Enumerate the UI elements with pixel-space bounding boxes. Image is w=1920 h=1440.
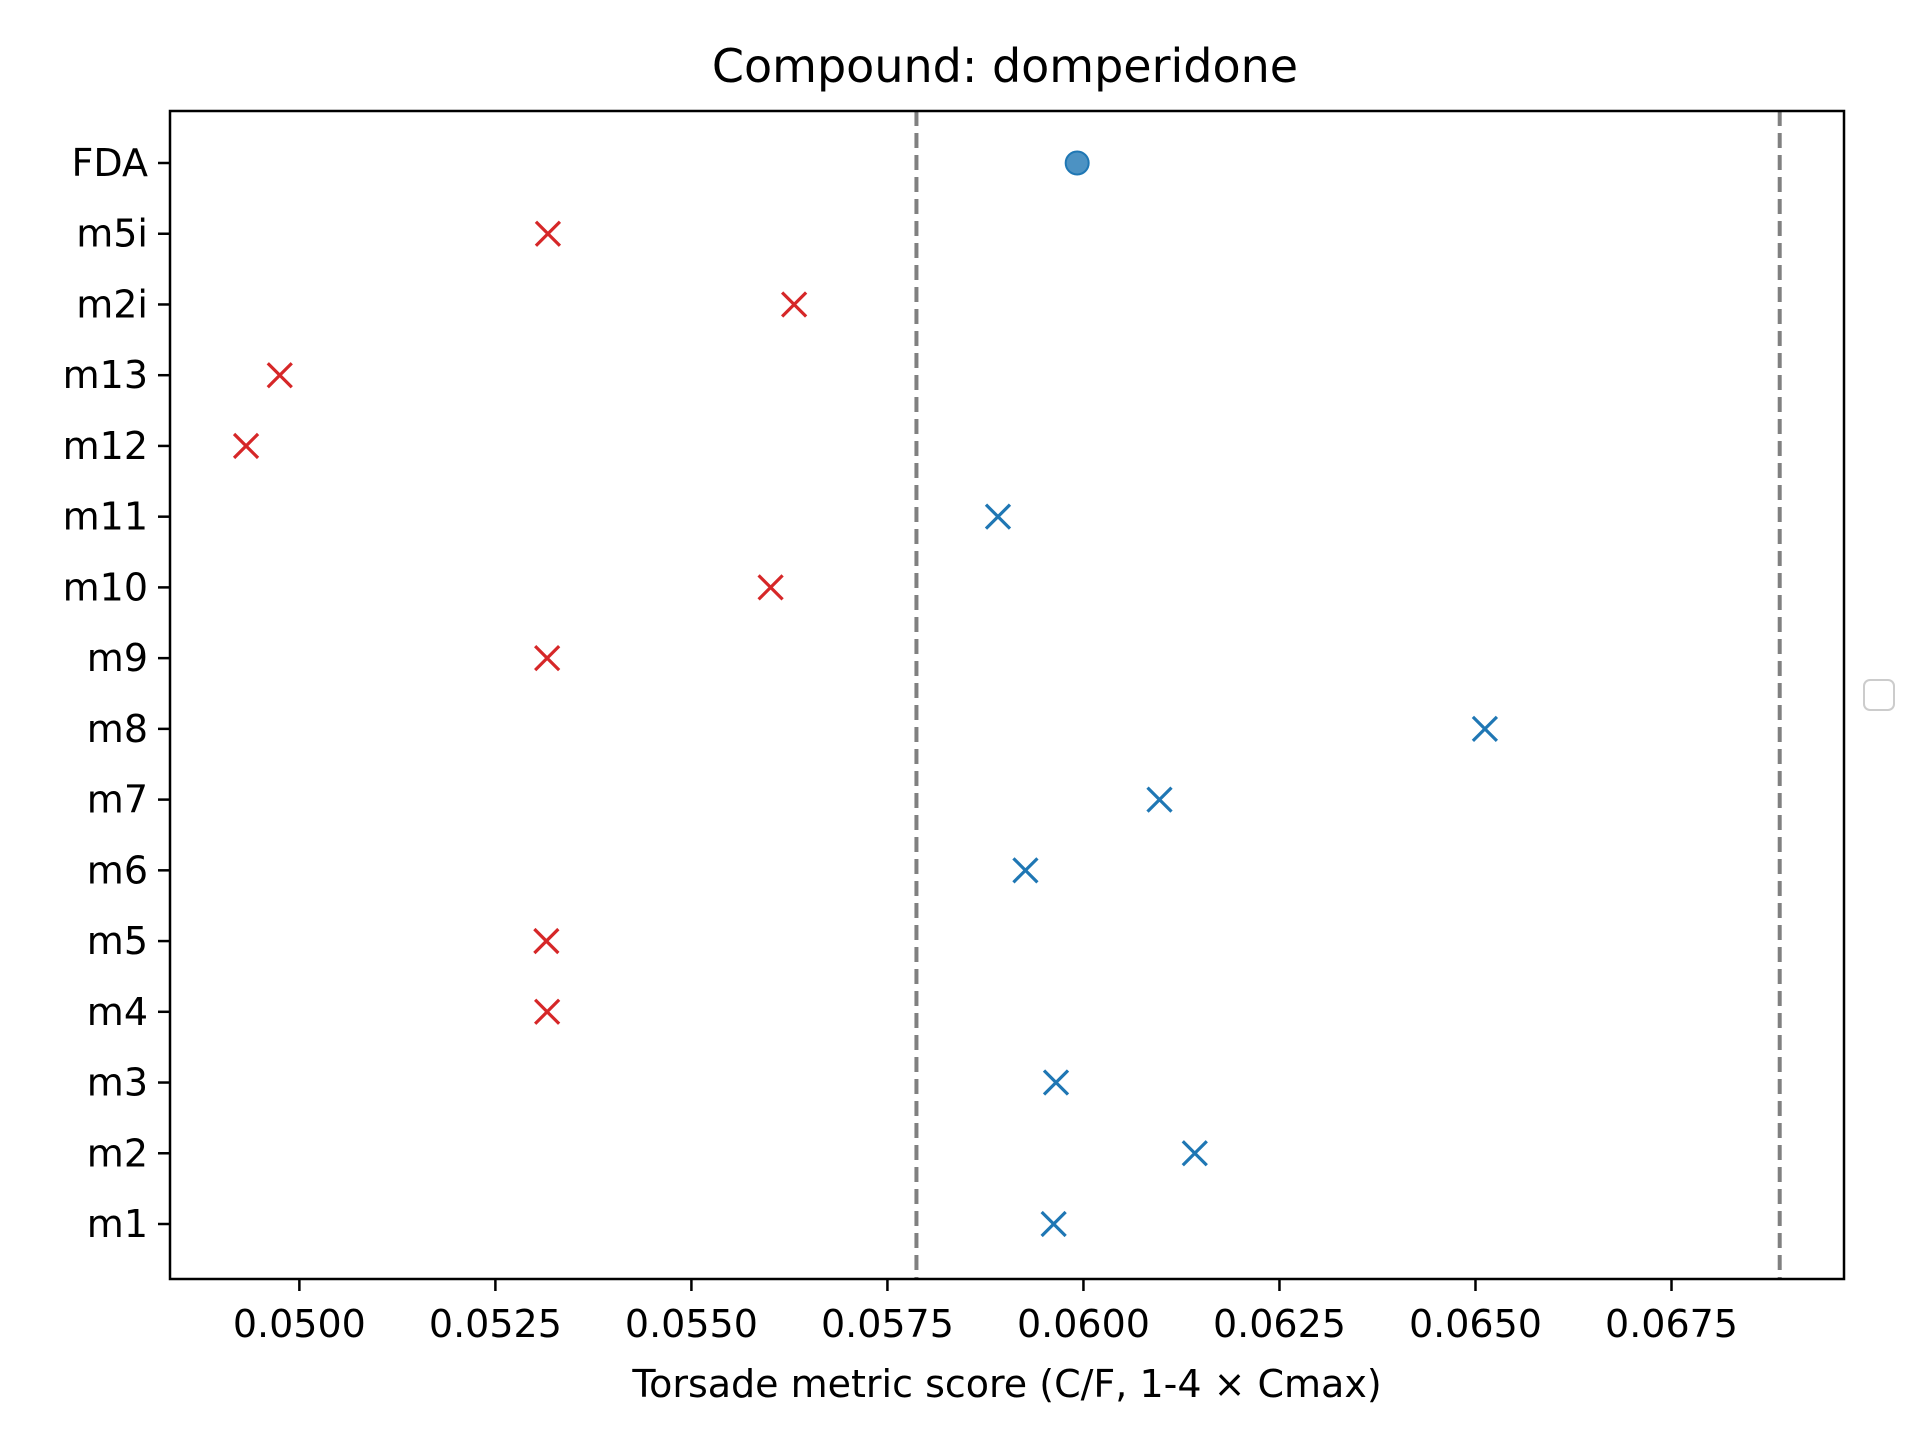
y-tick-label: m3 <box>87 1061 148 1105</box>
y-tick-label: m2 <box>87 1131 148 1175</box>
point-m9 <box>534 645 561 672</box>
plot-area-frame <box>168 109 1846 1281</box>
y-tick-label: m1 <box>87 1202 148 1246</box>
x-tick-label: 0.0625 <box>1213 1302 1346 1346</box>
point-m6 <box>1012 857 1039 884</box>
point-m4 <box>534 998 561 1025</box>
y-tick-label: m10 <box>63 565 148 609</box>
y-tick-label: m8 <box>87 707 148 751</box>
point-m10 <box>757 574 784 601</box>
x-axis-label: Torsade metric score (C/F, 1-4 × Cmax) <box>631 1362 1381 1406</box>
point-m8 <box>1471 715 1499 742</box>
point-m2 <box>1181 1140 1208 1167</box>
y-tick-label: FDA <box>72 141 148 185</box>
y-tick-label: m7 <box>87 778 148 822</box>
point-fda <box>1064 150 1090 176</box>
x-tick-label: 0.0575 <box>821 1302 954 1346</box>
y-tick-label: m2i <box>76 282 148 326</box>
y-tick-label: m5 <box>87 919 148 963</box>
point-m13 <box>266 362 293 389</box>
point-m12 <box>232 432 260 460</box>
x-tick-label: 0.0550 <box>625 1302 758 1346</box>
point-m2i <box>780 291 808 318</box>
point-m7 <box>1146 786 1173 813</box>
x-tick-label: 0.0600 <box>1017 1302 1150 1346</box>
point-m1 <box>1040 1210 1067 1238</box>
y-tick-label: m13 <box>63 353 148 397</box>
chart-title: Compound: domperidone <box>712 39 1298 93</box>
point-m11 <box>984 503 1012 530</box>
y-tick-label: m4 <box>87 990 148 1034</box>
reference-lines <box>914 111 1782 1279</box>
y-tick-label: m12 <box>63 424 148 468</box>
y-tick-label: m6 <box>87 848 148 892</box>
x-axis: 0.0500 0.0525 0.0550 0.0575 0.0600 0.0625 0.06… <box>233 1279 1738 1346</box>
legend-box <box>1863 679 1895 711</box>
y-axis: m1 m2 m3 m4 m5 m6 m7 m8 m9 m10 m11 m12 m13 m2i m5i FDA <box>63 141 170 1246</box>
point-m5 <box>533 927 560 955</box>
x-tick-label: 0.0500 <box>233 1302 366 1346</box>
y-tick-label: m9 <box>87 636 148 680</box>
point-m5i <box>534 220 562 247</box>
x-tick-label: 0.0675 <box>1605 1302 1738 1346</box>
point-m3 <box>1042 1069 1070 1096</box>
x-tick-label: 0.0525 <box>429 1302 562 1346</box>
x-tick-label: 0.0650 <box>1409 1302 1542 1346</box>
y-tick-label: m11 <box>63 495 148 539</box>
data-points <box>232 150 1499 1238</box>
y-tick-label: m5i <box>76 212 148 256</box>
